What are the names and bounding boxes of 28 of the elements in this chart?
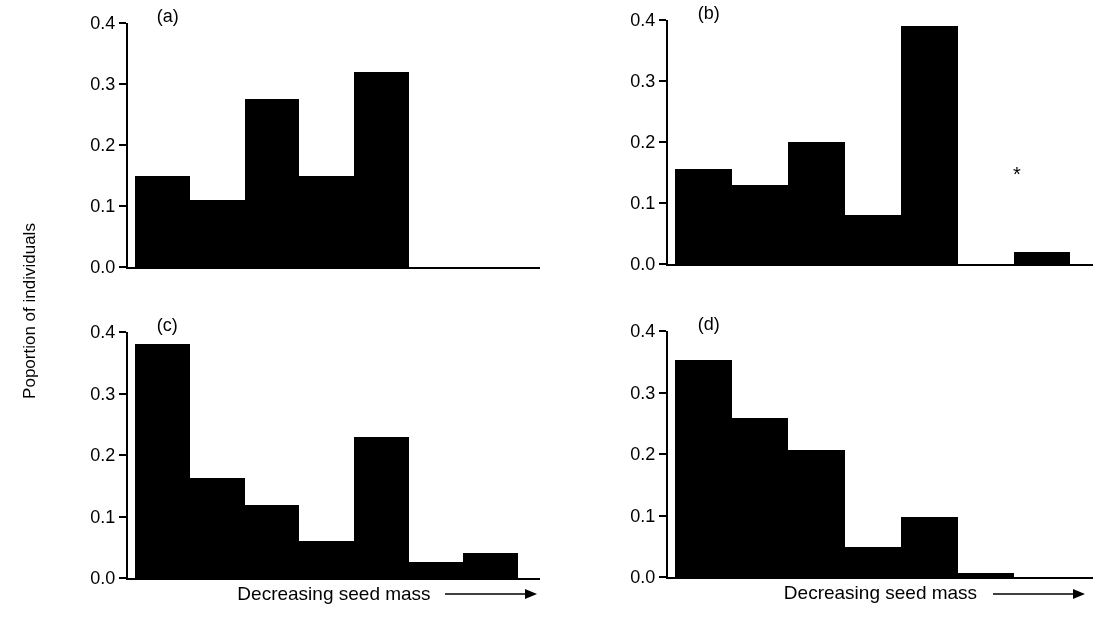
text: 0.0 xyxy=(90,568,116,589)
y-tick-label: 0.4 xyxy=(90,13,116,34)
y-tick-label: 0.2 xyxy=(630,444,656,465)
y-tick-label: 0.3 xyxy=(90,383,116,404)
y-tick-label: 0.4 xyxy=(90,322,116,343)
y-tick-label: 0.1 xyxy=(630,505,656,526)
text: 0.0 xyxy=(90,257,116,278)
y-tick-label: 0.1 xyxy=(90,506,116,527)
y-tick-label: 0.4 xyxy=(630,321,656,342)
text: 0.0 xyxy=(630,567,656,588)
text: 0.0 xyxy=(630,254,656,275)
y-tick-label: 0.1 xyxy=(630,193,656,214)
x-axis-title: Decreasing seed mass xyxy=(237,583,431,605)
y-tick-label: 0.2 xyxy=(630,132,656,153)
y-tick-label: 0.2 xyxy=(90,445,116,466)
annotation: * xyxy=(1013,163,1021,185)
chart-title: (b) xyxy=(697,3,720,23)
y-tick-label: 0.3 xyxy=(630,71,656,92)
chart-title: (c) xyxy=(156,315,178,335)
y-tick-label: 0.1 xyxy=(90,196,116,217)
y-tick-label: 0.3 xyxy=(90,74,116,95)
y-axis-title: Poportion of individuals xyxy=(20,223,40,399)
chart-title: (d) xyxy=(697,314,720,334)
y-tick-label: 0.2 xyxy=(90,135,116,156)
x-axis-title: Decreasing seed mass xyxy=(783,582,978,604)
y-tick-label: 0.3 xyxy=(630,382,656,403)
y-tick-label: 0.4 xyxy=(630,10,656,31)
chart-title: (a) xyxy=(156,6,179,26)
